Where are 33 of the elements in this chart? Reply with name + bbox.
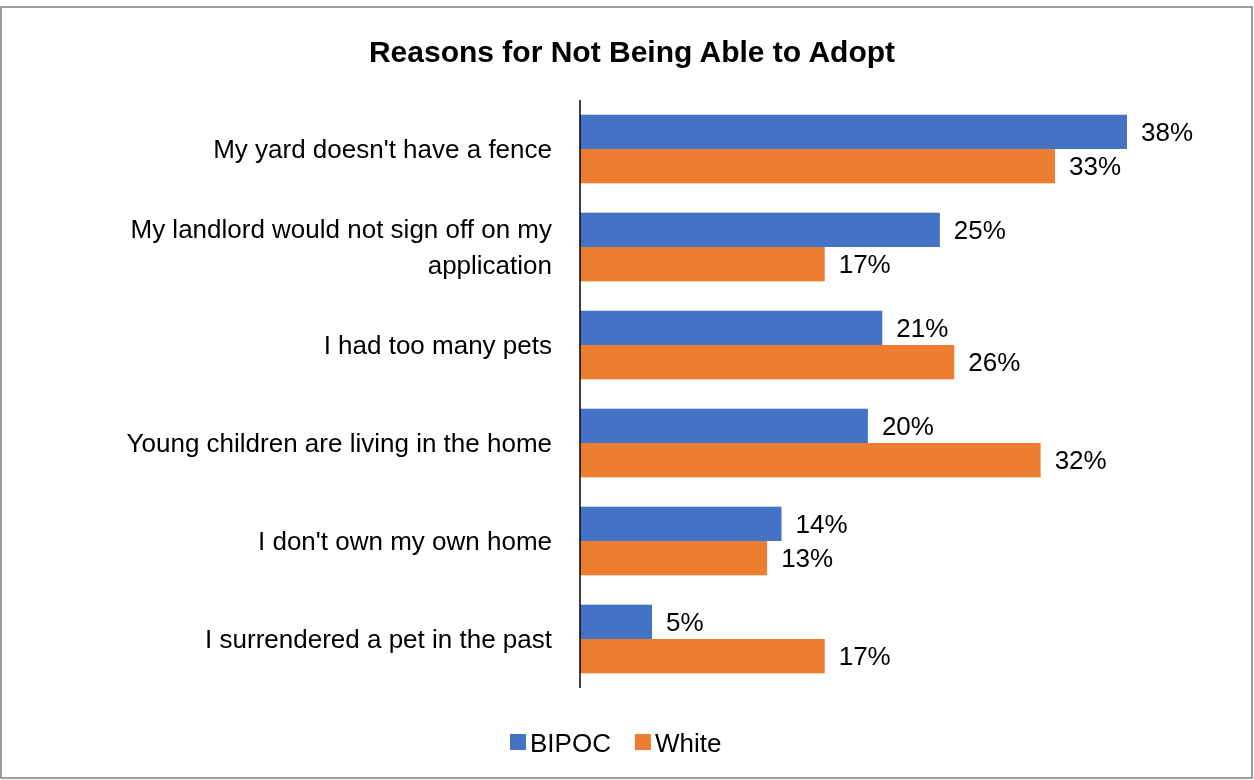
y-tick-label: I surrendered a pet in the past — [205, 624, 553, 654]
data-label: 32% — [1054, 445, 1107, 476]
bar — [580, 408, 868, 443]
bar — [580, 247, 825, 282]
data-label: 33% — [1069, 151, 1122, 182]
data-label: 25% — [953, 214, 1006, 245]
data-label: 14% — [795, 508, 848, 539]
data-label: 26% — [968, 347, 1021, 378]
chart-title: Reasons for Not Being Able to Adopt — [368, 35, 896, 68]
legend-label: BIPOC — [530, 728, 611, 758]
data-label: 5% — [665, 606, 704, 637]
bar — [580, 639, 825, 674]
bar — [580, 443, 1041, 478]
y-tick-label: Young children are living in the home — [126, 428, 552, 458]
bar — [580, 506, 782, 541]
y-tick-label: I had too many pets — [323, 330, 552, 360]
y-tick-label: My landlord would not sign off on my application — [130, 214, 552, 280]
bar — [580, 114, 1127, 149]
y-tick-label: I don't own my own home — [258, 526, 552, 556]
bar — [580, 212, 940, 247]
data-label: 13% — [781, 543, 834, 574]
data-label: 20% — [881, 410, 934, 441]
bar — [580, 310, 883, 345]
bar — [580, 345, 955, 380]
data-label: 17% — [838, 641, 891, 672]
data-label: 17% — [838, 249, 891, 280]
bar — [580, 541, 768, 576]
legend-label: White — [654, 728, 722, 758]
y-tick-label: My yard doesn't have a fence — [213, 134, 552, 164]
data-label: 38% — [1141, 116, 1194, 147]
data-label: 21% — [896, 312, 949, 343]
bar — [580, 149, 1056, 184]
bar — [580, 604, 652, 639]
